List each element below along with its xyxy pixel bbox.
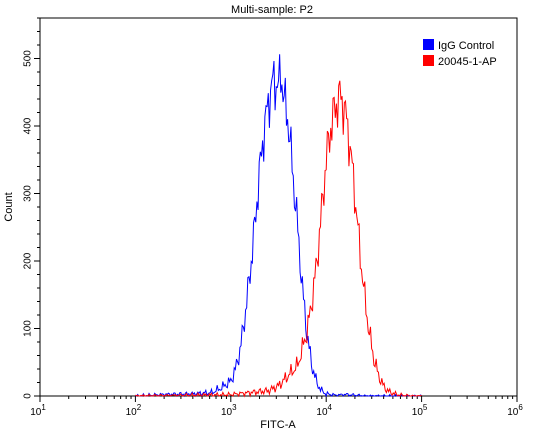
series-line-igg-control: [135, 54, 422, 398]
y-tick-label: 400: [23, 117, 34, 134]
legend-label: IgG Control: [438, 40, 494, 52]
x-axis: 101 102 103 104 105 106: [30, 396, 523, 418]
legend-label: 20045-1-AP: [438, 56, 497, 68]
x-tick-label: 104: [316, 403, 332, 418]
legend-swatch: [423, 39, 434, 50]
x-tick-label: 105: [412, 403, 428, 418]
y-tick-label: 100: [23, 320, 34, 337]
x-axis-label: FITC-A: [260, 419, 296, 431]
y-axis-label: Count: [3, 192, 15, 221]
x-tick-label: 106: [507, 403, 523, 418]
y-axis: 0 100 200 300 400 500: [23, 17, 40, 399]
y-tick-label: 300: [23, 185, 34, 202]
y-tick-label: 0: [23, 393, 34, 399]
y-tick-label: 200: [23, 252, 34, 269]
legend: IgG Control 20045-1-AP: [423, 39, 497, 68]
series-line-20045-1-ap: [135, 80, 422, 398]
x-tick-label: 101: [30, 403, 46, 418]
x-tick-label: 102: [126, 403, 142, 418]
y-tick-label: 500: [23, 50, 34, 67]
chart-title: Multi-sample: P2: [231, 4, 313, 16]
legend-swatch: [423, 55, 434, 66]
x-tick-label: 103: [221, 403, 237, 418]
series-layer: [135, 54, 422, 398]
